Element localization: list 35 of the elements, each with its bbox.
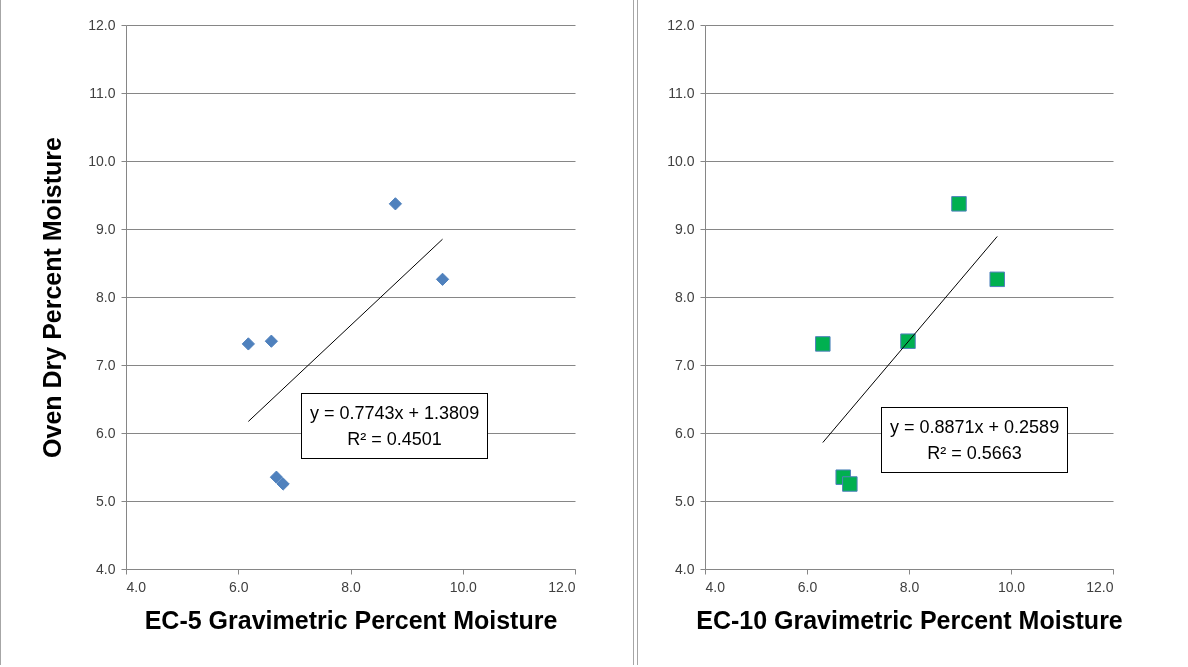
x-tick-label: 6.0 bbox=[797, 578, 818, 595]
x-tick-label: 8.0 bbox=[899, 578, 920, 595]
y-tick-label: 4.0 bbox=[675, 560, 695, 577]
y-tick-label: 6.0 bbox=[675, 424, 695, 441]
y-tick-label: 12.0 bbox=[88, 16, 116, 33]
y-tick-label: 8.0 bbox=[675, 288, 695, 305]
annotation: R² = 0.4501 bbox=[346, 428, 443, 451]
y-tick-label: 9.0 bbox=[96, 220, 116, 237]
annotation: y = 0.7743x + 1.3809 bbox=[310, 402, 480, 425]
y-tick-label: 5.0 bbox=[96, 492, 116, 509]
x-tick-label: 4.0 bbox=[126, 578, 147, 595]
x-tick-label: 6.0 bbox=[229, 578, 249, 595]
y-tick-label: 7.0 bbox=[96, 356, 116, 373]
y-axis-title: Oven Dry Percent Moisture bbox=[38, 136, 67, 458]
x-tick-label: 8.0 bbox=[341, 578, 361, 595]
annotation: R² = 0.5663 bbox=[926, 442, 1023, 465]
x-tick-label: 4.0 bbox=[705, 578, 726, 595]
y-tick-label: 4.0 bbox=[96, 560, 116, 577]
y-tick-label: 8.0 bbox=[96, 288, 116, 305]
x-tick-label: 12.0 bbox=[548, 578, 576, 595]
y-tick-label: 11.0 bbox=[89, 84, 116, 101]
y-tick-label: 5.0 bbox=[675, 492, 695, 509]
x-tick-label: 10.0 bbox=[997, 578, 1026, 595]
x-axis-title: EC-5 Gravimetric Percent Moisture bbox=[144, 605, 558, 634]
y-tick-label: 10.0 bbox=[88, 152, 116, 169]
x-tick-label: 12.0 bbox=[1086, 578, 1114, 595]
annotation: y = 0.8871x + 0.2589 bbox=[890, 416, 1060, 439]
x-tick-label: 10.0 bbox=[449, 578, 478, 595]
y-tick-label: 10.0 bbox=[667, 152, 695, 169]
y-tick-label: 12.0 bbox=[667, 16, 695, 33]
y-tick-label: 11.0 bbox=[668, 84, 695, 101]
y-tick-label: 6.0 bbox=[96, 424, 116, 441]
y-tick-label: 9.0 bbox=[675, 220, 695, 237]
x-axis-title: EC-10 Gravimetric Percent Moisture bbox=[696, 605, 1123, 634]
y-tick-label: 7.0 bbox=[675, 356, 695, 373]
